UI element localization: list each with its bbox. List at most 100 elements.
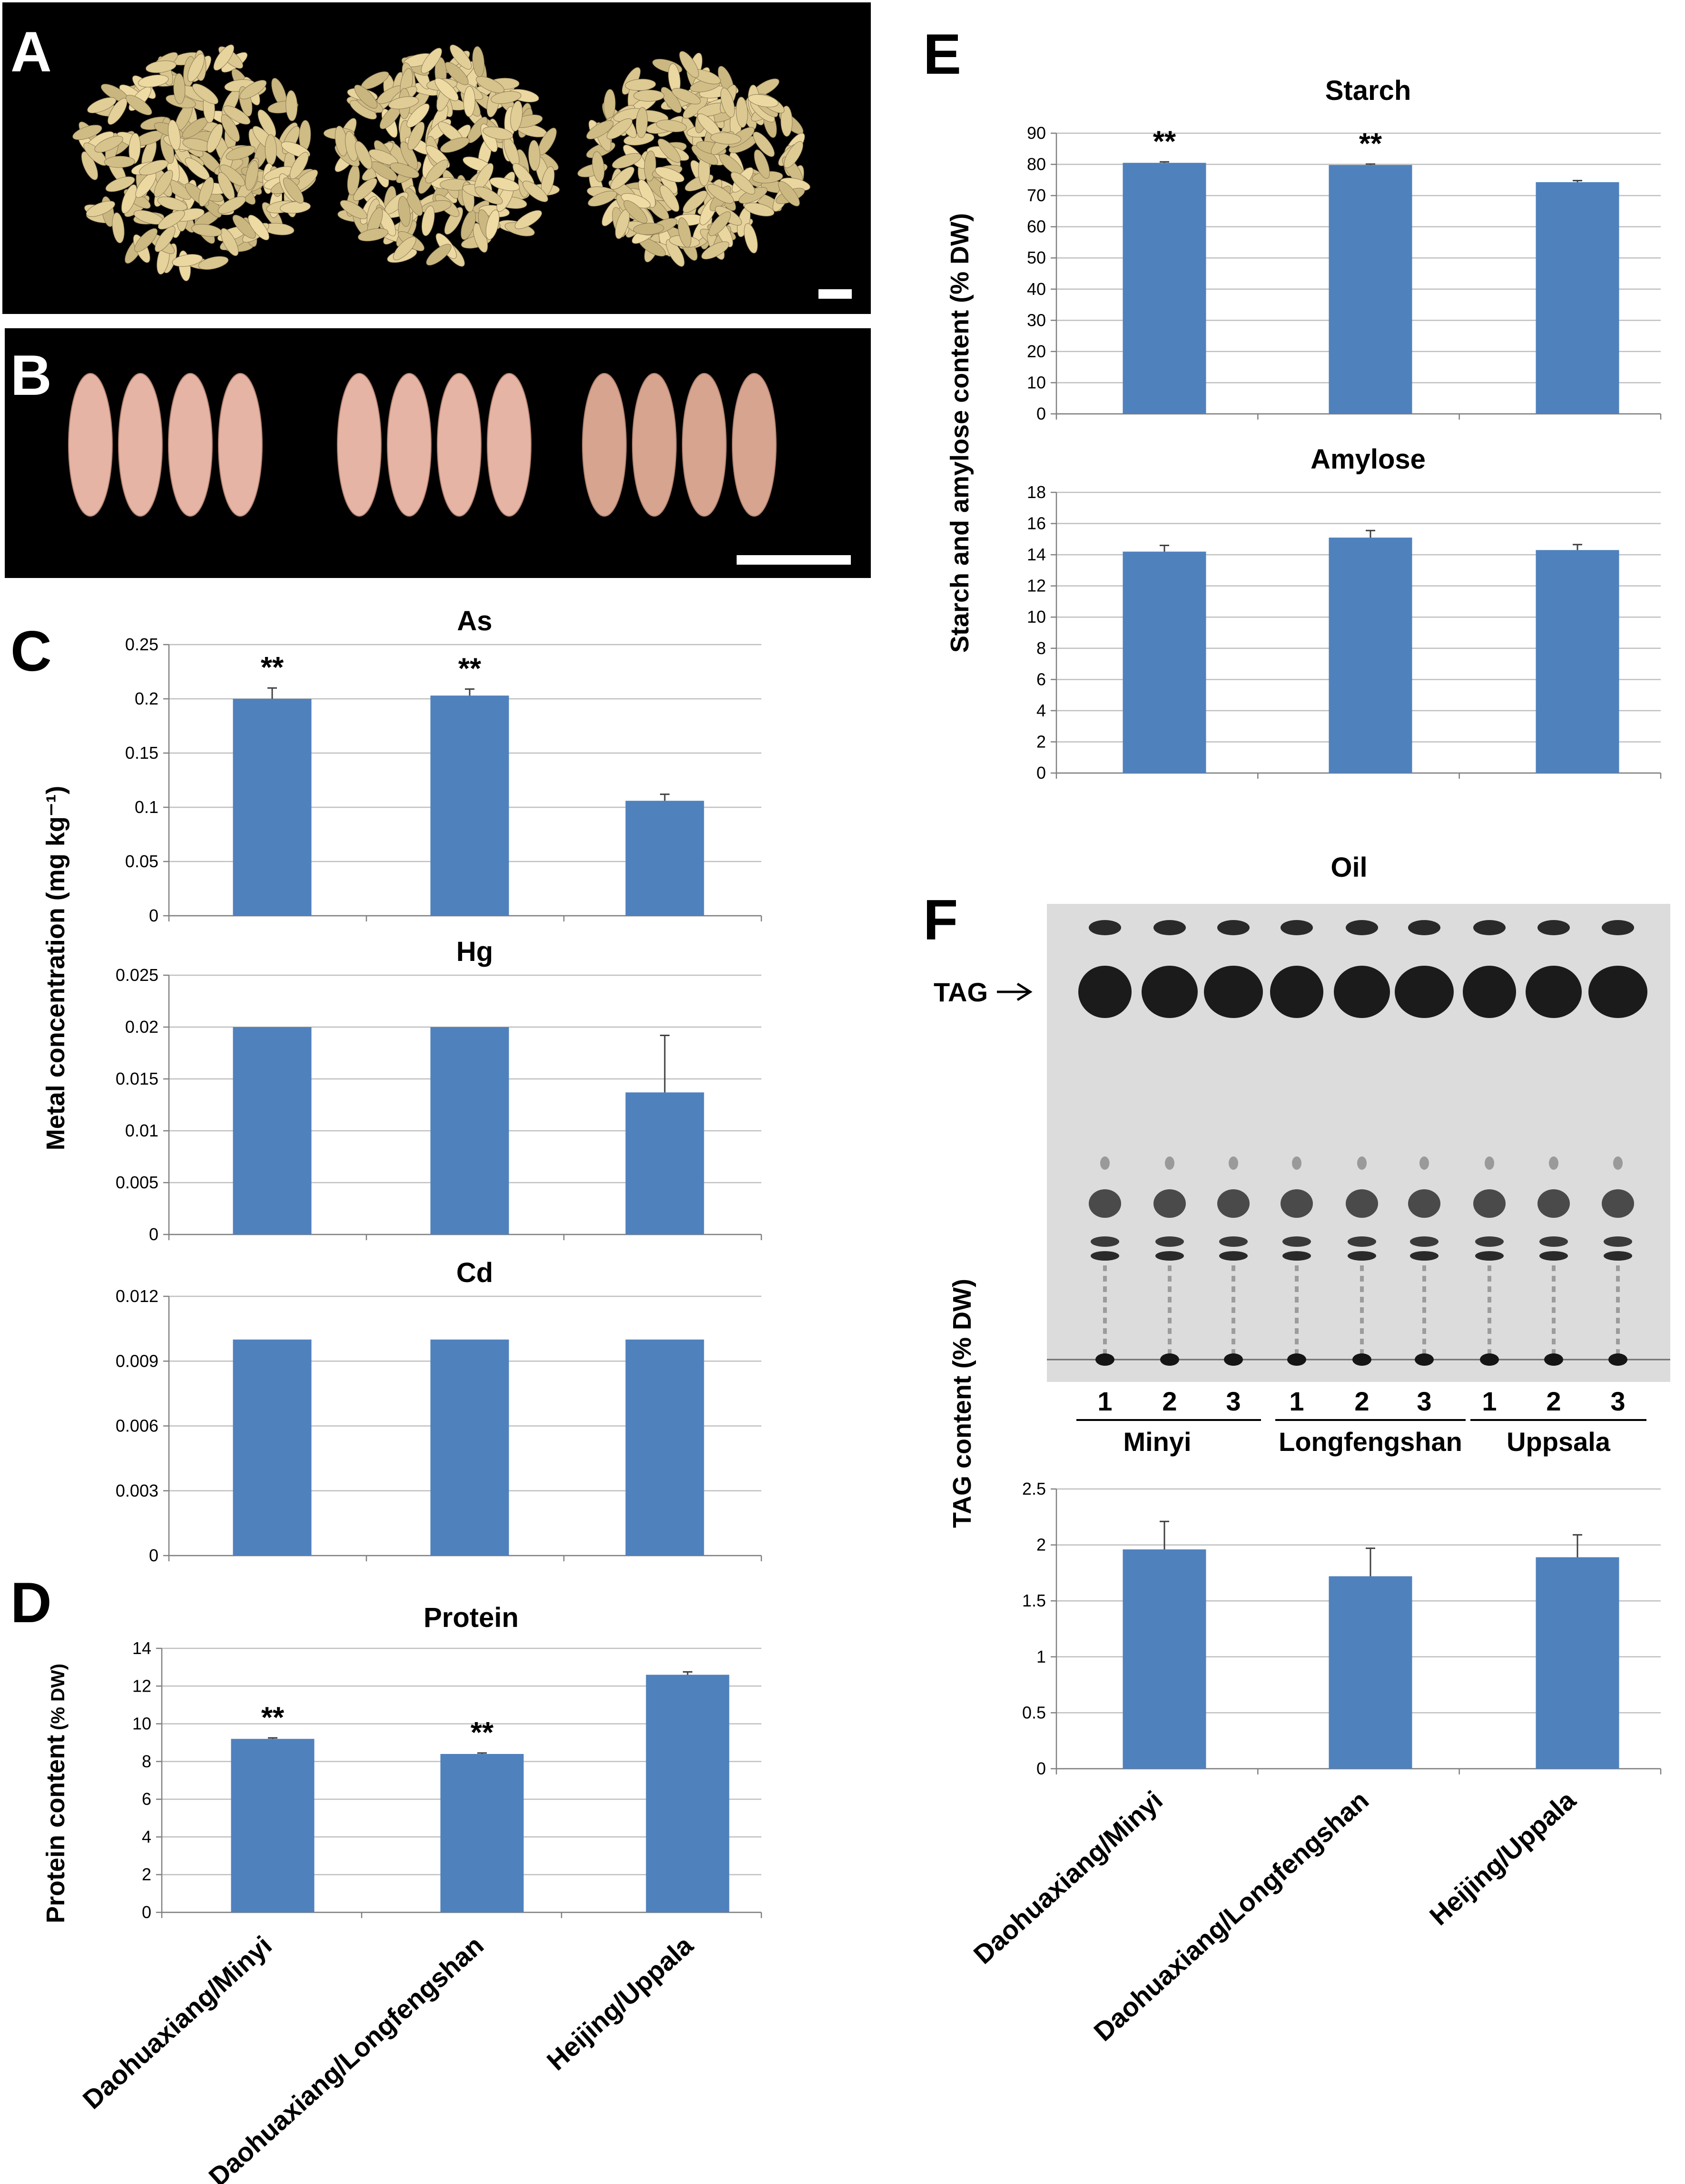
tlc-band [1604,1236,1632,1247]
tlc-origin-spot [1352,1353,1371,1366]
tlc-origin-spot [1224,1353,1243,1366]
y-tick-label: 0.003 [116,1481,158,1500]
tlc-top-band [1281,920,1313,935]
y-tick-label: 14 [1027,545,1046,564]
tlc-lane-number: 1 [1482,1386,1497,1416]
chart-amylose: 0 2 4 6 8 10 12 14 16 18 Amylose [1027,444,1662,783]
y-tick-label: 0.015 [116,1069,158,1088]
rice-grain [158,210,185,230]
tlc-origin-spot [1608,1353,1627,1366]
rice-kernel [582,373,627,517]
bar-as-2 [430,695,509,916]
rice-grain [226,146,256,160]
bar-starch-1 [1123,163,1206,414]
rice-grain [353,178,377,201]
tlc-title: Oil [1330,852,1367,883]
tlc-band [1155,1251,1184,1261]
rice-grain [406,103,430,128]
rice-grain [220,228,239,256]
rice-grain [173,73,186,104]
tlc-faint-spot [1485,1156,1494,1170]
tlc-mid-spot [1153,1189,1186,1218]
bar-hg-1 [233,1027,312,1234]
rice-grain [187,53,205,82]
tlc-top-band [1408,920,1440,935]
rice-grain [707,184,734,204]
rice-grain [709,211,731,236]
panel-letter-c: C [10,619,52,683]
tlc-group-label: Minyi [1123,1427,1191,1457]
rice-kernel [732,373,777,517]
category-label-1: Daohuaxiang/Minyi [968,1785,1168,1969]
tlc-origin-spot [1480,1353,1499,1366]
tlc-mid-spot [1537,1189,1570,1218]
tlc-lane-number: 3 [1226,1386,1241,1416]
bar-protein-3 [646,1675,729,1912]
rice-grain [198,256,229,270]
rice-grain [606,118,633,139]
tlc-tag-spot [1078,966,1132,1018]
bar-tag-1 [1123,1549,1206,1769]
rice-grain [191,224,222,237]
y-tick-label: 0 [142,1902,151,1922]
y-tick-label: 0.005 [116,1173,158,1192]
y-tick-label: 0.1 [135,797,158,817]
y-tick-label: 40 [1027,279,1046,299]
y-tick-label: 2 [1036,1535,1046,1555]
rice-grain [388,96,419,109]
bar-cd-2 [430,1339,509,1556]
y-tick-label: 0.25 [125,635,158,654]
rice-grain [528,140,541,171]
y-tick-label: 0.025 [116,965,158,985]
rice-grain [748,94,778,108]
rice-grain [450,44,472,70]
y-tick-label: 20 [1027,342,1046,361]
bar-amylose-3 [1536,550,1619,773]
tlc-lane-number: 2 [1354,1386,1369,1416]
y-tick-label: 12 [1027,576,1046,596]
rice-grain [112,212,125,244]
rice-grain [744,202,775,216]
tlc-band [1091,1251,1119,1261]
rice-grain [108,98,128,125]
tlc-tag-spot [1588,966,1647,1018]
rice-grain [257,109,276,137]
tlc-tag-label: TAG [934,977,988,1007]
rice-grain [280,201,311,214]
y-tick-label: 8 [142,1752,151,1771]
rice-grain [168,119,181,151]
rice-grain [248,215,269,241]
y-tick-label: 0.009 [116,1351,158,1371]
y-tick-label: 1 [1036,1647,1046,1666]
tlc-faint-spot [1165,1156,1174,1170]
tlc-band [1410,1236,1439,1247]
chart-title-starch: Starch [1325,75,1411,106]
rice-grain [221,114,240,142]
tlc-band [1348,1236,1376,1247]
tlc-band [1604,1251,1632,1261]
y-tick-label: 2.5 [1022,1479,1046,1498]
tlc-tag-spot [1334,966,1390,1018]
photo-panel-a: A [2,2,871,314]
tlc-origin-spot [1095,1353,1114,1366]
rice-grain [623,200,648,224]
y-tick-label: 0.2 [135,689,158,708]
rice-grain [491,91,522,104]
tag-ylabel: TAG content (% DW) [948,1279,976,1528]
bar-hg-2 [430,1027,509,1234]
rice-grain [463,86,475,117]
y-tick-label: 16 [1027,514,1046,533]
tlc-band [1282,1236,1311,1247]
rice-grain [586,120,614,139]
y-tick-label: 10 [1027,372,1046,392]
protein-ylabel-unit: (% DW) [48,1664,69,1730]
y-tick-label: 2 [142,1865,151,1884]
tlc-faint-spot [1357,1156,1367,1170]
starch-amylose-ylabel: Starch and amylose content (% DW) [946,213,974,653]
scale-bar-b [737,555,851,565]
rice-grain [223,105,251,125]
rice-grain [784,141,803,168]
y-tick-label: 8 [1036,638,1046,658]
rice-grain [198,177,214,207]
rice-grain [710,132,741,145]
